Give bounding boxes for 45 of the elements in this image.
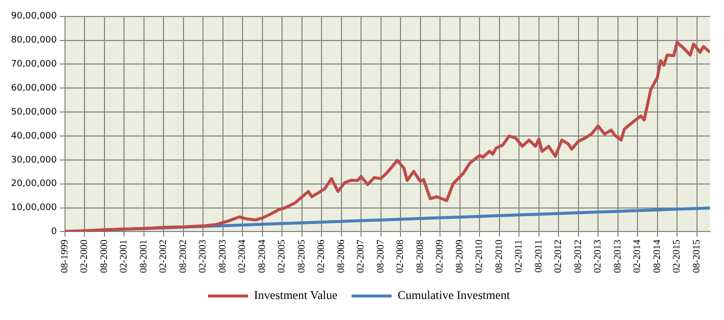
x-tick-label: 08-2003 [217,240,228,274]
x-tick-label: 02-2002 [158,240,170,274]
y-tick-label: 40,00,000 [10,131,58,142]
x-tick-label: 02-2011 [514,240,525,273]
x-tick-label: 08-2012 [572,240,584,274]
x-tick-label: 02-2009 [434,240,446,274]
x-tick-label: 02-2007 [356,240,367,274]
x-tick-label: 02-2000 [79,240,90,274]
y-tick-label: 50,00,000 [10,107,58,118]
y-tick-label: 30,00,000 [10,155,58,166]
y-tick-label: 90,00,000 [10,12,58,22]
y-tick-label: 80,00,000 [10,36,58,46]
x-tick-label: 08-2009 [454,240,466,274]
x-tick-label: 08-2015 [691,240,702,274]
y-tick-label: 60,00,000 [10,84,58,94]
y-tick-label: 70,00,000 [10,60,58,70]
x-tick-label: 02-2010 [474,240,486,274]
x-tick-label: 08-2010 [494,240,505,274]
x-tick-label: 02-2003 [198,240,209,274]
x-tick-label: 08-2001 [138,240,150,274]
x-tick-label: 08-2014 [652,240,663,274]
y-tick-label: 0 [51,227,58,238]
legend-label: Cumulative Investment [398,288,511,302]
x-tick-label: 08-2004 [256,240,268,274]
x-tick-label: 02-2005 [276,240,288,274]
x-tick-label: 02-2012 [553,240,564,274]
x-tick-label: 02-2006 [316,240,328,274]
x-tick-label: 02-2001 [118,240,130,274]
x-tick-label: 08-2007 [375,240,386,274]
x-tick-label: 02-2014 [632,240,644,274]
x-tick-label: 08-2013 [612,240,624,274]
legend-label: Investment Value [254,288,338,302]
y-tick-label: 10,00,000 [10,203,58,214]
x-tick-label: 08-2005 [296,240,308,274]
x-tick-label: 08-2002 [178,240,189,274]
x-tick-label: 08-2000 [98,240,110,274]
x-tick-label: 02-2004 [237,240,248,274]
x-tick-label: 08-2011 [533,240,544,273]
x-tick-label: 08-2006 [336,240,347,274]
x-tick-label: 08-2008 [414,240,426,274]
x-tick-label: 02-2013 [592,240,604,274]
x-tick-label: 08-1999 [59,240,70,274]
x-tick-label: 02-2008 [395,240,406,274]
x-tick-label: 02-2015 [672,240,683,274]
y-tick-label: 20,00,000 [10,179,58,190]
